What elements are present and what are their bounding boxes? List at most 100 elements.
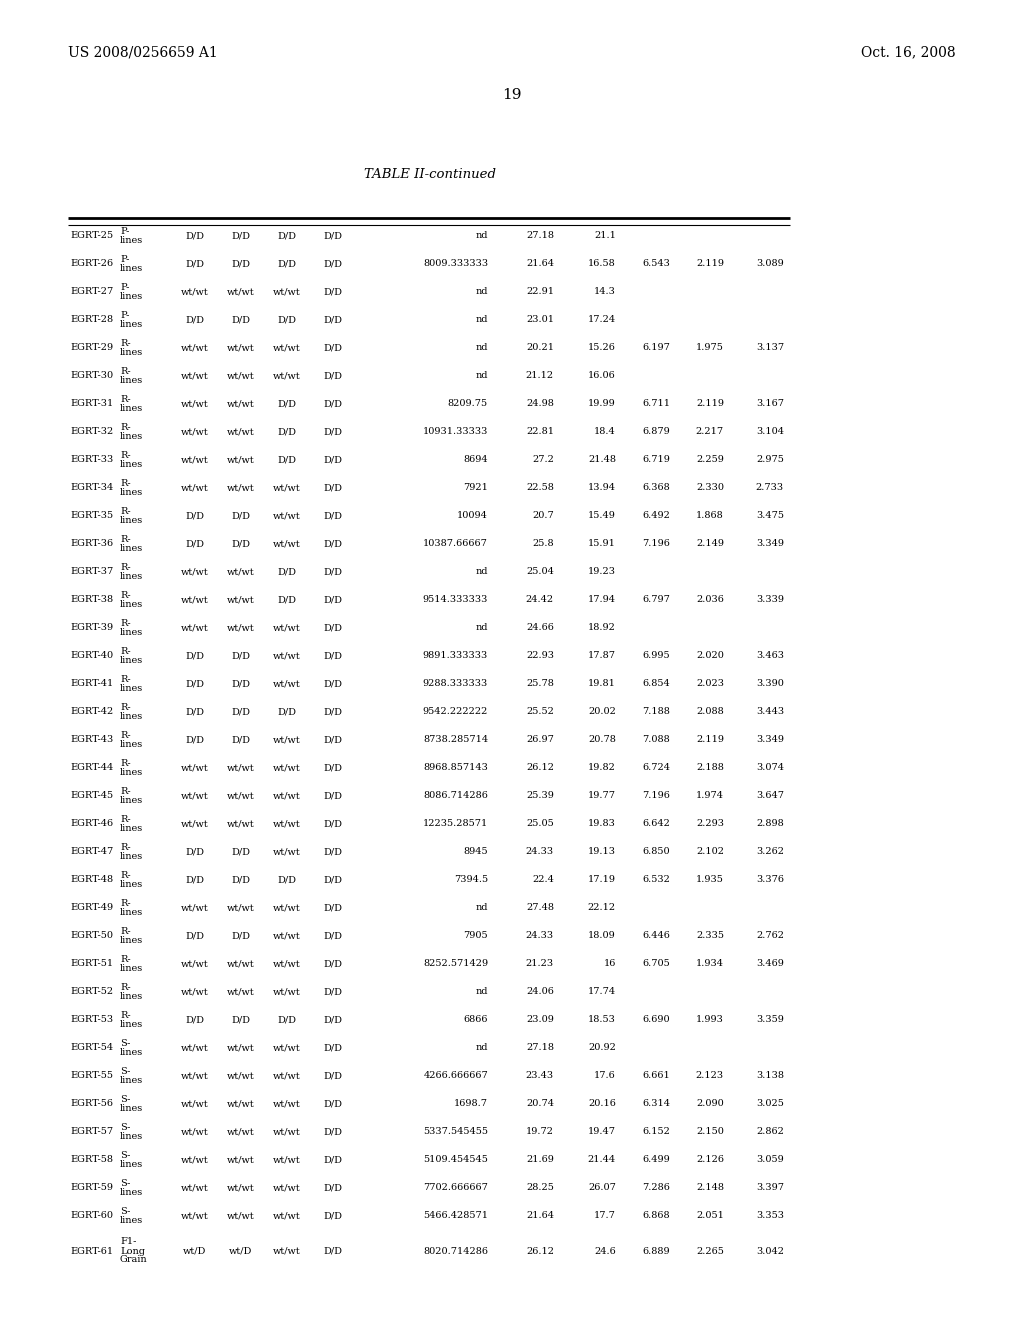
- Text: D/D: D/D: [231, 708, 251, 717]
- Text: 13.94: 13.94: [588, 483, 616, 492]
- Text: R-: R-: [120, 731, 131, 741]
- Text: wt/wt: wt/wt: [181, 288, 209, 297]
- Text: 18.92: 18.92: [588, 623, 616, 632]
- Text: 6.543: 6.543: [642, 260, 670, 268]
- Text: R-: R-: [120, 675, 131, 684]
- Text: wt/wt: wt/wt: [273, 987, 301, 997]
- Text: wt/wt: wt/wt: [227, 820, 255, 829]
- Text: 3.475: 3.475: [756, 511, 784, 520]
- Text: 20.74: 20.74: [526, 1100, 554, 1109]
- Text: lines: lines: [120, 711, 143, 721]
- Text: wt/wt: wt/wt: [273, 483, 301, 492]
- Text: D/D: D/D: [278, 231, 297, 240]
- Text: EGRT-47: EGRT-47: [70, 847, 114, 857]
- Text: 2.090: 2.090: [696, 1100, 724, 1109]
- Text: D/D: D/D: [324, 680, 342, 689]
- Text: P-: P-: [120, 227, 129, 236]
- Text: 6.368: 6.368: [642, 483, 670, 492]
- Text: D/D: D/D: [185, 708, 205, 717]
- Text: 5466.428571: 5466.428571: [423, 1212, 488, 1221]
- Text: EGRT-34: EGRT-34: [70, 483, 114, 492]
- Text: wt/wt: wt/wt: [181, 1127, 209, 1137]
- Text: wt/wt: wt/wt: [273, 623, 301, 632]
- Text: 3.349: 3.349: [756, 735, 784, 744]
- Text: EGRT-58: EGRT-58: [70, 1155, 113, 1164]
- Text: 2.898: 2.898: [757, 820, 784, 829]
- Text: S-: S-: [120, 1067, 130, 1076]
- Text: 6.661: 6.661: [642, 1072, 670, 1081]
- Text: 2.023: 2.023: [696, 680, 724, 689]
- Text: 6.642: 6.642: [642, 820, 670, 829]
- Text: EGRT-38: EGRT-38: [70, 595, 113, 605]
- Text: D/D: D/D: [324, 1044, 342, 1052]
- Text: D/D: D/D: [324, 288, 342, 297]
- Text: 2.119: 2.119: [696, 400, 724, 408]
- Text: EGRT-30: EGRT-30: [70, 371, 113, 380]
- Text: R-: R-: [120, 507, 131, 516]
- Text: D/D: D/D: [185, 652, 205, 660]
- Text: 8968.857143: 8968.857143: [423, 763, 488, 772]
- Text: D/D: D/D: [231, 652, 251, 660]
- Text: 6.995: 6.995: [642, 652, 670, 660]
- Text: lines: lines: [120, 628, 143, 638]
- Text: wt/wt: wt/wt: [227, 987, 255, 997]
- Text: lines: lines: [120, 993, 143, 1001]
- Text: D/D: D/D: [324, 847, 342, 857]
- Text: 2.126: 2.126: [696, 1155, 724, 1164]
- Text: 24.33: 24.33: [526, 847, 554, 857]
- Text: 7.286: 7.286: [642, 1184, 670, 1192]
- Text: D/D: D/D: [324, 1155, 342, 1164]
- Text: D/D: D/D: [185, 847, 205, 857]
- Text: lines: lines: [120, 572, 143, 581]
- Text: EGRT-33: EGRT-33: [70, 455, 114, 465]
- Text: 28.25: 28.25: [526, 1184, 554, 1192]
- Text: D/D: D/D: [324, 1100, 342, 1109]
- Text: R-: R-: [120, 899, 131, 908]
- Text: wt/wt: wt/wt: [273, 735, 301, 744]
- Text: lines: lines: [120, 1160, 143, 1170]
- Text: 9288.333333: 9288.333333: [423, 680, 488, 689]
- Text: 1.868: 1.868: [696, 511, 724, 520]
- Text: D/D: D/D: [324, 875, 342, 884]
- Text: 19.82: 19.82: [588, 763, 616, 772]
- Text: 7.188: 7.188: [642, 708, 670, 717]
- Text: 2.102: 2.102: [696, 847, 724, 857]
- Text: D/D: D/D: [324, 343, 342, 352]
- Text: 6.446: 6.446: [642, 932, 670, 940]
- Text: lines: lines: [120, 1216, 143, 1225]
- Text: 6.197: 6.197: [642, 343, 670, 352]
- Text: 25.39: 25.39: [526, 792, 554, 800]
- Text: Grain: Grain: [120, 1255, 147, 1265]
- Text: 8738.285714: 8738.285714: [423, 735, 488, 744]
- Text: lines: lines: [120, 376, 143, 385]
- Text: nd: nd: [475, 903, 488, 912]
- Text: 8252.571429: 8252.571429: [423, 960, 488, 969]
- Text: lines: lines: [120, 1104, 143, 1113]
- Text: nd: nd: [475, 371, 488, 380]
- Text: wt/wt: wt/wt: [181, 343, 209, 352]
- Text: 27.18: 27.18: [526, 1044, 554, 1052]
- Text: wt/wt: wt/wt: [227, 400, 255, 408]
- Text: wt/wt: wt/wt: [181, 623, 209, 632]
- Text: wt/wt: wt/wt: [273, 343, 301, 352]
- Text: wt/wt: wt/wt: [227, 1044, 255, 1052]
- Text: D/D: D/D: [278, 428, 297, 437]
- Text: 3.339: 3.339: [756, 595, 784, 605]
- Text: 2.330: 2.330: [696, 483, 724, 492]
- Text: D/D: D/D: [278, 568, 297, 577]
- Text: D/D: D/D: [324, 1184, 342, 1192]
- Text: wt/wt: wt/wt: [227, 1212, 255, 1221]
- Text: 23.01: 23.01: [526, 315, 554, 325]
- Text: R-: R-: [120, 1011, 131, 1020]
- Text: wt/wt: wt/wt: [181, 1155, 209, 1164]
- Text: D/D: D/D: [324, 763, 342, 772]
- Text: 2.975: 2.975: [756, 455, 784, 465]
- Text: 21.64: 21.64: [526, 260, 554, 268]
- Text: wt/wt: wt/wt: [227, 623, 255, 632]
- Text: EGRT-44: EGRT-44: [70, 763, 114, 772]
- Text: 6.889: 6.889: [642, 1246, 670, 1255]
- Text: 21.48: 21.48: [588, 455, 616, 465]
- Text: wt/wt: wt/wt: [227, 288, 255, 297]
- Text: lines: lines: [120, 516, 143, 525]
- Text: 2.148: 2.148: [696, 1184, 724, 1192]
